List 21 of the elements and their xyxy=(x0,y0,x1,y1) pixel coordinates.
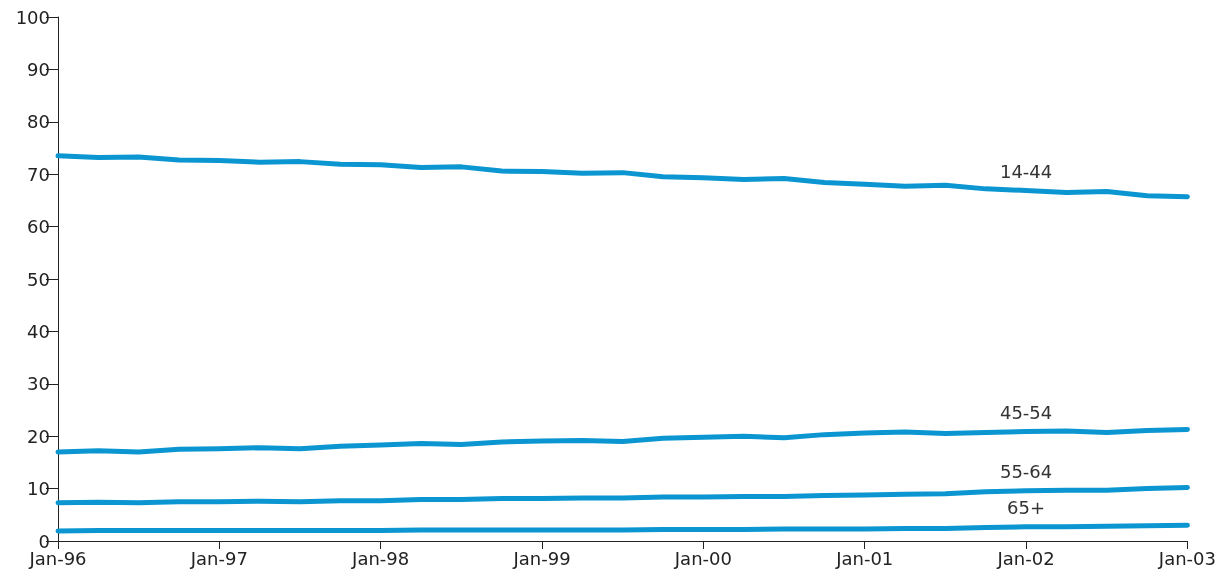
y-tick-label: 80 xyxy=(27,111,50,133)
series-label: 65+ xyxy=(1007,497,1046,519)
series-label: 45-54 xyxy=(999,401,1053,423)
x-tick-label: Jan-99 xyxy=(512,547,571,569)
y-tick-label: 50 xyxy=(27,268,50,290)
y-tick-label: 40 xyxy=(27,320,50,342)
y-tick-label: 30 xyxy=(27,373,50,395)
x-tick-label: Jan-01 xyxy=(835,547,894,569)
x-tick-label: Jan-03 xyxy=(1157,547,1216,569)
y-tick-label: 20 xyxy=(27,425,50,447)
y-tick-label: 70 xyxy=(27,163,50,185)
series-label: 14-44 xyxy=(999,160,1053,182)
x-tick-label: Jan-98 xyxy=(351,547,410,569)
series-label: 55-64 xyxy=(999,461,1053,483)
y-tick-label: 60 xyxy=(27,216,50,238)
x-tick-label: Jan-97 xyxy=(189,547,248,569)
y-tick-label: 90 xyxy=(27,58,50,80)
y-tick-label: 10 xyxy=(27,478,50,500)
y-tick-label: 100 xyxy=(15,6,50,28)
x-tick-label: Jan-02 xyxy=(996,547,1055,569)
x-tick-label: Jan-00 xyxy=(673,547,732,569)
